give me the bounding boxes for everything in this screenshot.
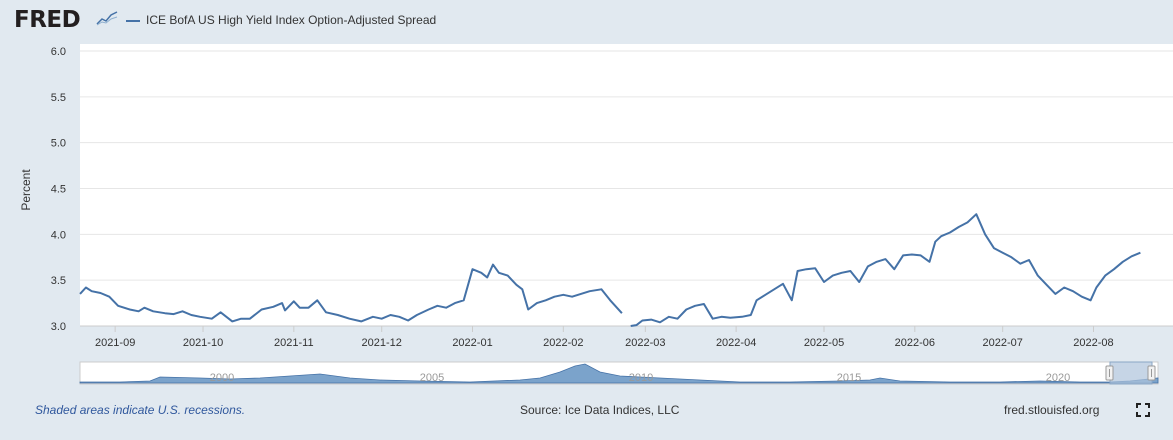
site-link[interactable]: fred.stlouisfed.org bbox=[1004, 403, 1100, 417]
x-tick-label: 2022-05 bbox=[804, 337, 844, 349]
plot-background bbox=[80, 44, 1173, 326]
x-tick-label: 2022-07 bbox=[982, 337, 1022, 349]
series-line-segment-1[interactable] bbox=[79, 263, 623, 323]
x-tick-label: 2022-02 bbox=[543, 337, 583, 349]
navigator-year-label: 2000 bbox=[210, 372, 234, 384]
y-tick-label: 6.0 bbox=[51, 46, 66, 58]
series-line-segment-2[interactable] bbox=[630, 213, 1141, 327]
y-tick-label: 5.0 bbox=[51, 138, 66, 150]
navigator-year-label: 2015 bbox=[837, 372, 861, 384]
navigator-selection[interactable] bbox=[1109, 361, 1153, 385]
y-tick-label: 4.0 bbox=[51, 229, 66, 241]
x-tick-label: 2022-08 bbox=[1073, 337, 1113, 349]
y-tick-label: 3.0 bbox=[51, 321, 66, 333]
source-note: Source: Ice Data Indices, LLC bbox=[520, 403, 680, 417]
y-axis-label: Percent bbox=[19, 169, 33, 211]
navigator-series-area bbox=[79, 363, 1159, 384]
navigator-year-label: 2010 bbox=[629, 372, 653, 384]
y-tick-label: 3.5 bbox=[51, 275, 66, 287]
recession-note: Shaded areas indicate U.S. recessions. bbox=[35, 403, 246, 417]
x-tick-label: 2022-04 bbox=[716, 337, 756, 349]
x-tick-label: 2021-10 bbox=[183, 337, 223, 349]
fred-logo-graph-icon bbox=[96, 10, 118, 26]
legend-series-label: ICE BofA US High Yield Index Option-Adju… bbox=[146, 13, 437, 27]
y-tick-label: 4.5 bbox=[51, 184, 66, 196]
line-chart[interactable]: 3.0 3.5 4.0 4.5 5.0 5.5 6.0 2021-09 2021-10 2021… bbox=[0, 0, 1173, 395]
x-tick-label: 2022-01 bbox=[452, 337, 492, 349]
fullscreen-icon[interactable] bbox=[1136, 403, 1150, 417]
x-tick-label: 2022-03 bbox=[625, 337, 665, 349]
x-tick-label: 2022-06 bbox=[895, 337, 935, 349]
fred-logo[interactable]: FRED bbox=[14, 7, 81, 33]
navigator-year-label: 2005 bbox=[420, 372, 444, 384]
navigator-year-label: 2020 bbox=[1046, 372, 1070, 384]
x-tick-label: 2021-09 bbox=[95, 337, 135, 349]
legend-swatch bbox=[126, 20, 140, 22]
x-tick-label: 2021-11 bbox=[274, 337, 314, 349]
x-tick-label: 2021-12 bbox=[362, 337, 402, 349]
y-tick-label: 5.5 bbox=[51, 92, 66, 104]
